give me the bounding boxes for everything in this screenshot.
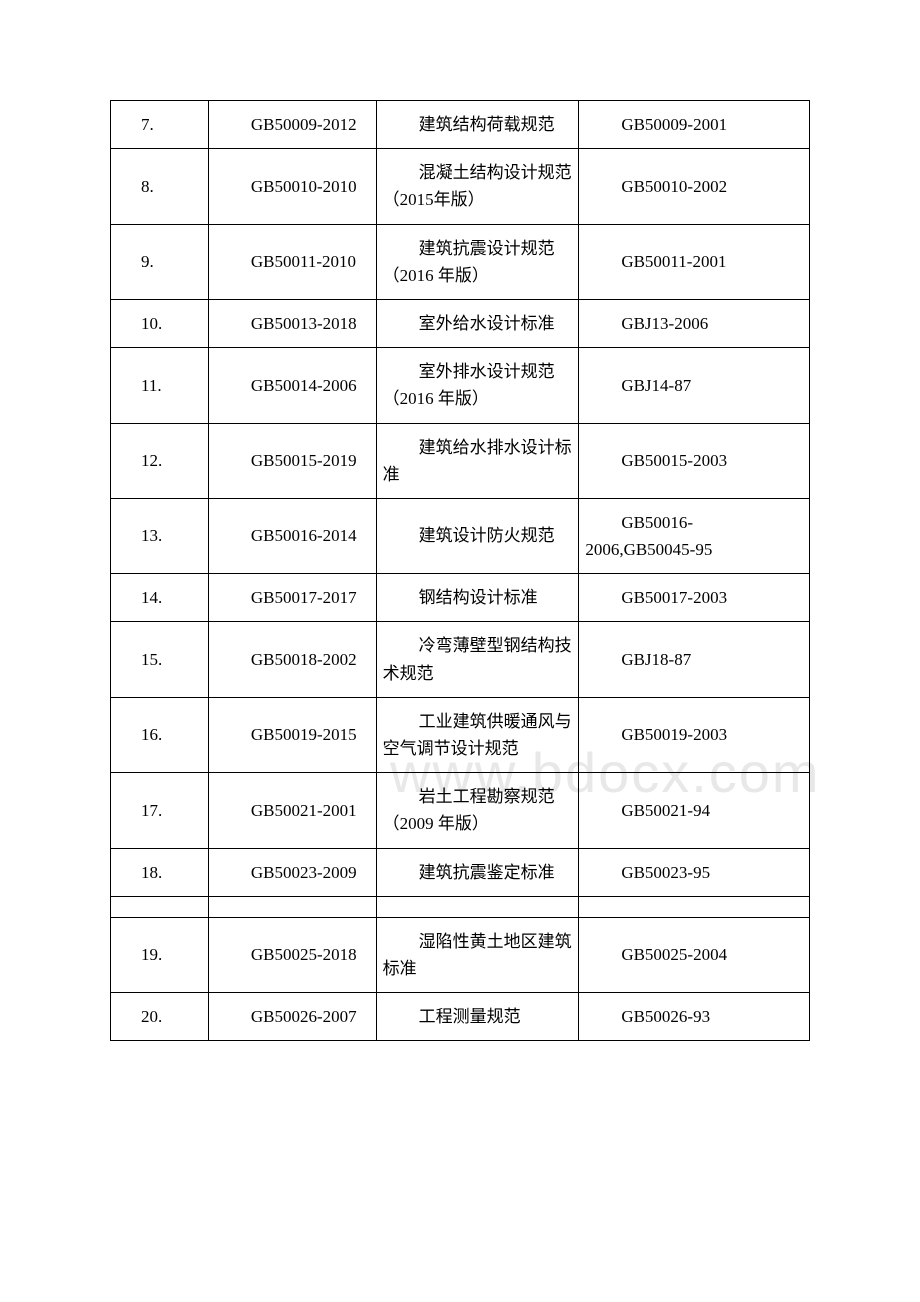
cell-old-code: GBJ14-87: [579, 348, 810, 423]
cell-number: 18.: [111, 848, 209, 896]
cell-code: GB50026-2007: [208, 993, 376, 1041]
cell-code: [208, 896, 376, 917]
cell-old-code: GB50015-2003: [579, 423, 810, 498]
cell-old-code: GB50017-2003: [579, 574, 810, 622]
cell-number: 20.: [111, 993, 209, 1041]
cell-name: [376, 896, 579, 917]
cell-name: 冷弯薄壁型钢结构技术规范: [376, 622, 579, 697]
cell-name: 工程测量规范: [376, 993, 579, 1041]
table-row: 14.GB50017-2017钢结构设计标准GB50017-2003: [111, 574, 810, 622]
cell-name: 建筑抗震设计规范（2016 年版）: [376, 224, 579, 299]
cell-code: GB50021-2001: [208, 773, 376, 848]
cell-number: 12.: [111, 423, 209, 498]
table-row: 9.GB50011-2010建筑抗震设计规范（2016 年版）GB50011-2…: [111, 224, 810, 299]
cell-code: GB50018-2002: [208, 622, 376, 697]
cell-number: [111, 896, 209, 917]
cell-name: 钢结构设计标准: [376, 574, 579, 622]
table-body: 7.GB50009-2012建筑结构荷载规范GB50009-20018.GB50…: [111, 101, 810, 1041]
cell-old-code: GB50025-2004: [579, 917, 810, 992]
cell-number: 9.: [111, 224, 209, 299]
cell-code: GB50014-2006: [208, 348, 376, 423]
cell-name: 建筑设计防火规范: [376, 498, 579, 573]
table-row: 11.GB50014-2006室外排水设计规范（2016 年版）GBJ14-87: [111, 348, 810, 423]
cell-code: GB50017-2017: [208, 574, 376, 622]
table-row: 7.GB50009-2012建筑结构荷载规范GB50009-2001: [111, 101, 810, 149]
cell-name: 建筑给水排水设计标准: [376, 423, 579, 498]
table-row: 20.GB50026-2007工程测量规范GB50026-93: [111, 993, 810, 1041]
cell-old-code: GB50009-2001: [579, 101, 810, 149]
cell-number: 19.: [111, 917, 209, 992]
cell-name: 湿陷性黄土地区建筑标准: [376, 917, 579, 992]
cell-old-code: GB50026-93: [579, 993, 810, 1041]
table-row: [111, 896, 810, 917]
cell-number: 16.: [111, 697, 209, 772]
page-container: www.bdocx.com 7.GB50009-2012建筑结构荷载规范GB50…: [110, 100, 810, 1041]
cell-number: 17.: [111, 773, 209, 848]
cell-name: 建筑抗震鉴定标准: [376, 848, 579, 896]
cell-old-code: GB50011-2001: [579, 224, 810, 299]
cell-code: GB50011-2010: [208, 224, 376, 299]
cell-code: GB50019-2015: [208, 697, 376, 772]
cell-code: GB50009-2012: [208, 101, 376, 149]
cell-old-code: GBJ13-2006: [579, 299, 810, 347]
cell-code: GB50023-2009: [208, 848, 376, 896]
table-row: 15.GB50018-2002冷弯薄壁型钢结构技术规范GBJ18-87: [111, 622, 810, 697]
cell-number: 15.: [111, 622, 209, 697]
table-row: 10.GB50013-2018室外给水设计标准GBJ13-2006: [111, 299, 810, 347]
cell-old-code: GB50019-2003: [579, 697, 810, 772]
standards-table: 7.GB50009-2012建筑结构荷载规范GB50009-20018.GB50…: [110, 100, 810, 1041]
cell-name: 室外排水设计规范（2016 年版）: [376, 348, 579, 423]
cell-number: 7.: [111, 101, 209, 149]
cell-old-code: GB50021-94: [579, 773, 810, 848]
cell-number: 8.: [111, 149, 209, 224]
table-row: 13.GB50016-2014建筑设计防火规范GB50016-2006,GB50…: [111, 498, 810, 573]
cell-name: 工业建筑供暖通风与空气调节设计规范: [376, 697, 579, 772]
cell-old-code: GBJ18-87: [579, 622, 810, 697]
cell-code: GB50010-2010: [208, 149, 376, 224]
table-row: 12.GB50015-2019建筑给水排水设计标准GB50015-2003: [111, 423, 810, 498]
cell-old-code: GB50016-2006,GB50045-95: [579, 498, 810, 573]
table-row: 17.GB50021-2001岩土工程勘察规范（2009 年版）GB50021-…: [111, 773, 810, 848]
cell-number: 10.: [111, 299, 209, 347]
cell-code: GB50015-2019: [208, 423, 376, 498]
cell-old-code: GB50023-95: [579, 848, 810, 896]
cell-number: 14.: [111, 574, 209, 622]
cell-name: 混凝土结构设计规范（2015年版）: [376, 149, 579, 224]
cell-name: 室外给水设计标准: [376, 299, 579, 347]
cell-code: GB50013-2018: [208, 299, 376, 347]
cell-old-code: GB50010-2002: [579, 149, 810, 224]
cell-number: 11.: [111, 348, 209, 423]
cell-code: GB50016-2014: [208, 498, 376, 573]
table-row: 18.GB50023-2009建筑抗震鉴定标准GB50023-95: [111, 848, 810, 896]
cell-name: 建筑结构荷载规范: [376, 101, 579, 149]
table-row: 8.GB50010-2010混凝土结构设计规范（2015年版）GB50010-2…: [111, 149, 810, 224]
cell-old-code: [579, 896, 810, 917]
table-row: 19.GB50025-2018湿陷性黄土地区建筑标准GB50025-2004: [111, 917, 810, 992]
cell-code: GB50025-2018: [208, 917, 376, 992]
cell-name: 岩土工程勘察规范（2009 年版）: [376, 773, 579, 848]
table-row: 16.GB50019-2015工业建筑供暖通风与空气调节设计规范GB50019-…: [111, 697, 810, 772]
cell-number: 13.: [111, 498, 209, 573]
